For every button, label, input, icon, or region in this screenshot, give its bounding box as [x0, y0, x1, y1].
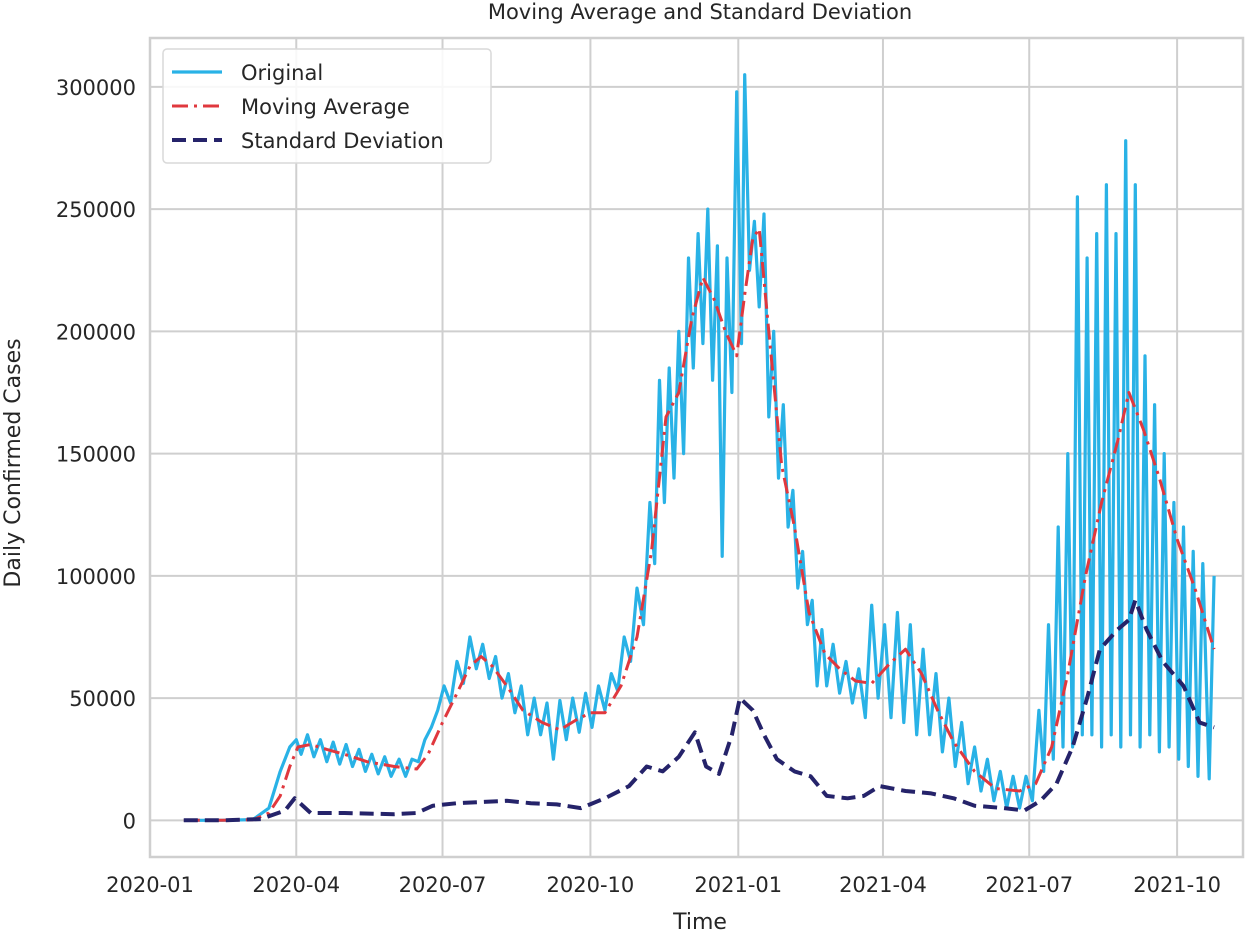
- y-tick-label: 200000: [56, 320, 136, 344]
- y-tick-label: 0: [123, 809, 136, 833]
- y-tick-label: 300000: [56, 76, 136, 100]
- x-tick-label: 2021-07: [985, 873, 1073, 897]
- y-tick-label: 50000: [69, 687, 136, 711]
- y-tick-label: 150000: [56, 443, 136, 467]
- chart-title: Moving Average and Standard Deviation: [488, 0, 912, 24]
- legend: Original Moving Average Standard Deviation: [162, 48, 492, 164]
- x-tick-label: 2021-04: [839, 873, 927, 897]
- series-moving-average-line: [183, 227, 1216, 822]
- x-tick-label: 2020-01: [106, 873, 194, 897]
- y-axis-label: Daily Confirmed Cases: [1, 338, 26, 587]
- series-standard-deviation-line: [183, 598, 1215, 823]
- x-tick-label: 2020-10: [547, 873, 635, 897]
- x-tick-label: 2020-04: [252, 873, 340, 897]
- x-tick-label: 2021-01: [694, 873, 782, 897]
- legend-label: Moving Average: [241, 95, 410, 119]
- plot-frame: [148, 36, 1245, 859]
- y-tick-label: 250000: [56, 198, 136, 222]
- series-original-line: [183, 73, 1216, 822]
- legend-box: [162, 48, 492, 164]
- y-tick-labels: 0 50000 100000 150000 200000 250000 300000: [56, 76, 136, 833]
- series-layer: [183, 73, 1216, 823]
- x-axis-label: Time: [672, 910, 727, 934]
- legend-label: Original: [241, 61, 323, 85]
- legend-label: Standard Deviation: [241, 129, 444, 153]
- x-tick-label: 2021-10: [1133, 873, 1221, 897]
- x-tick-label: 2020-07: [399, 873, 487, 897]
- y-tick-label: 100000: [56, 565, 136, 589]
- x-tick-labels: 2020-01 2020-04 2020-07 2020-10 2021-01 2021-…: [106, 873, 1221, 897]
